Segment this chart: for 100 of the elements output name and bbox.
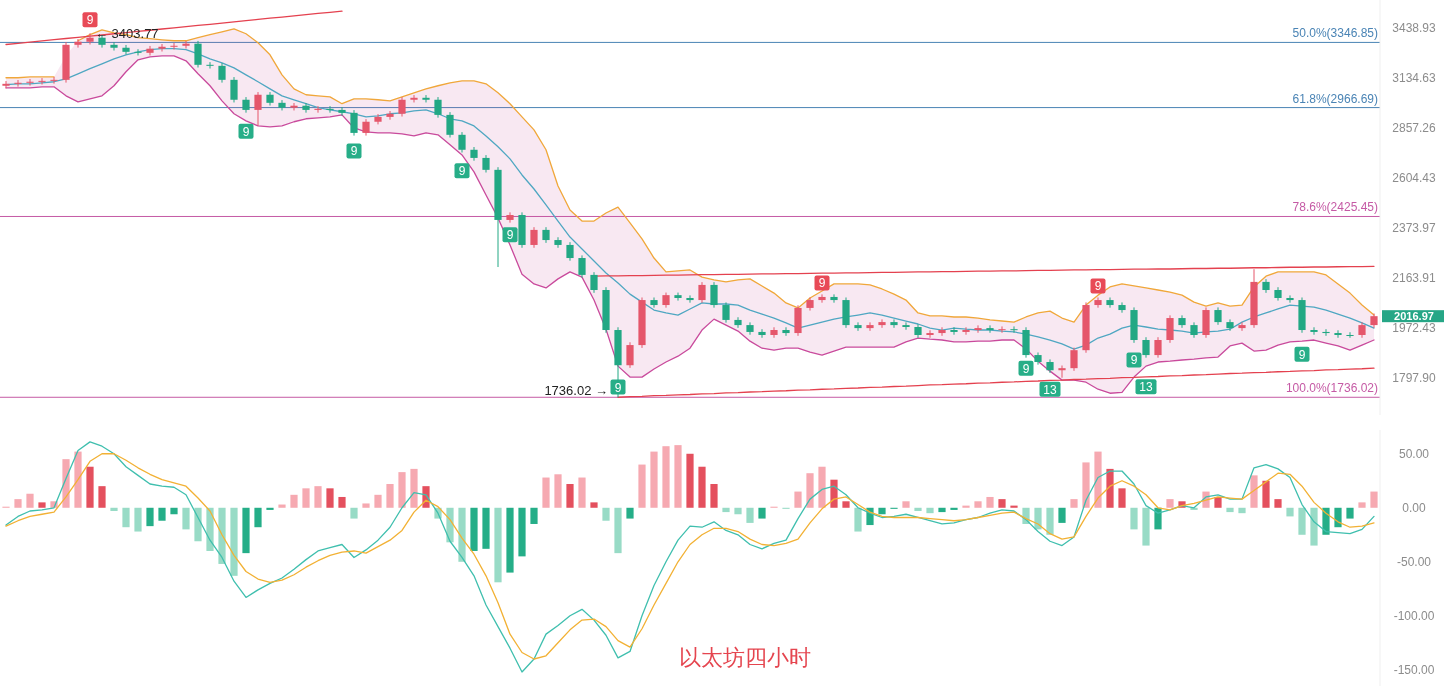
bar — [1070, 499, 1078, 508]
annotation: 13 — [1139, 380, 1153, 395]
bar — [1082, 462, 1090, 508]
bar — [638, 464, 646, 508]
bar — [1154, 507, 1162, 530]
bar — [1358, 502, 1366, 508]
bar — [1118, 488, 1126, 508]
annotation: 9 — [458, 164, 466, 179]
bar — [806, 473, 814, 508]
bar — [1010, 505, 1018, 508]
bar — [98, 486, 106, 508]
bar — [1166, 499, 1174, 508]
bar — [722, 507, 730, 513]
bar — [974, 501, 982, 508]
bar — [182, 507, 190, 530]
bar — [146, 507, 154, 527]
bar — [158, 507, 166, 521]
bar — [854, 507, 862, 532]
bar — [698, 466, 706, 508]
bar — [530, 507, 538, 524]
bar — [266, 507, 274, 510]
bar — [662, 446, 670, 508]
bar — [878, 507, 886, 515]
bar — [314, 486, 322, 508]
bar — [1142, 507, 1150, 546]
bar — [482, 507, 490, 549]
bar — [914, 507, 922, 512]
bar — [14, 499, 22, 508]
bar — [902, 501, 910, 508]
bar — [614, 507, 622, 554]
y-tick-label: 0.00 — [1402, 500, 1426, 515]
annotation: 9 — [242, 124, 250, 139]
bar — [1190, 507, 1198, 510]
bar — [206, 507, 214, 551]
bar — [398, 472, 406, 508]
bar — [1262, 480, 1270, 508]
bar — [926, 507, 934, 514]
bar — [242, 507, 250, 554]
bar — [254, 507, 262, 528]
bar — [470, 507, 478, 551]
annotation: 9 — [1022, 361, 1030, 376]
bar — [506, 507, 514, 573]
bar — [602, 507, 610, 521]
y-tick-label: 3438.93 — [1392, 20, 1437, 35]
annotation: 9 — [1298, 347, 1306, 362]
bar — [26, 493, 34, 508]
y-tick-label: 2857.26 — [1392, 120, 1437, 135]
bar — [1298, 507, 1306, 535]
bar — [734, 507, 742, 515]
ref-line: 78.6%(2425.45) — [0, 200, 1381, 217]
bar — [938, 507, 946, 513]
bar — [170, 507, 178, 515]
bar — [686, 453, 694, 508]
bar — [542, 477, 550, 508]
annotation: 9 — [614, 380, 622, 395]
bar — [1106, 468, 1114, 508]
price-tag: 2016.97 — [1382, 310, 1444, 323]
y-tick-label: 2163.91 — [1392, 271, 1437, 286]
bar — [710, 484, 718, 508]
ref-line: 61.8%(2966.69) — [0, 91, 1381, 109]
bar — [458, 507, 466, 562]
bar — [326, 488, 334, 508]
y-tick-label: 1972.43 — [1392, 321, 1437, 336]
bar — [842, 501, 850, 508]
bar — [746, 507, 754, 523]
bar — [1034, 507, 1042, 530]
y-tick-label: 2604.43 — [1392, 170, 1437, 185]
bar — [962, 505, 970, 508]
bar — [554, 474, 562, 508]
annotation: 以太坊四小时 — [679, 644, 812, 670]
y-tick-label: -100.00 — [1393, 608, 1435, 623]
ref-line-label: 100.0%(1736.02) — [1285, 381, 1378, 396]
bar — [350, 507, 358, 519]
bar — [194, 507, 202, 542]
annotation: 9 — [1094, 279, 1102, 294]
bar — [1334, 507, 1342, 528]
bar — [1046, 507, 1054, 535]
bar — [122, 507, 130, 528]
bar — [1370, 491, 1378, 508]
bar — [1310, 507, 1318, 546]
bar — [374, 494, 382, 508]
annotation: 9 — [86, 13, 94, 28]
bar — [818, 466, 826, 508]
line-series — [5, 10, 343, 46]
bar — [302, 488, 310, 508]
bar — [410, 468, 418, 508]
bar — [1346, 507, 1354, 519]
bar — [1130, 507, 1138, 530]
annotation: 9 — [818, 276, 826, 291]
annotation: 9 — [506, 228, 514, 243]
bar — [74, 451, 82, 508]
bar — [1274, 499, 1282, 508]
y-tick-label: 2373.97 — [1392, 221, 1437, 236]
bar — [290, 494, 298, 508]
bar — [1286, 507, 1294, 517]
bar — [278, 504, 286, 508]
bar — [386, 484, 394, 508]
bar — [674, 445, 682, 508]
bar — [362, 503, 370, 508]
annotation: 13 — [1043, 382, 1057, 397]
